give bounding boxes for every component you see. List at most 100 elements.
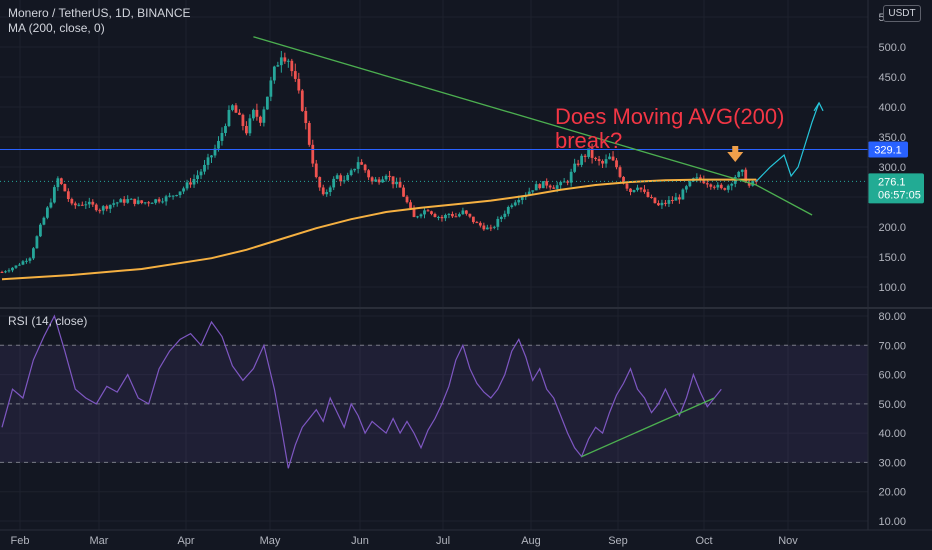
candle-body[interactable] (25, 260, 28, 262)
candle-body[interactable] (66, 191, 70, 200)
candle-body[interactable] (56, 178, 60, 188)
candle-body[interactable] (14, 265, 18, 268)
candle-body[interactable] (290, 60, 294, 72)
candle-body[interactable] (325, 192, 329, 195)
candle-body[interactable] (594, 157, 597, 160)
candle-body[interactable] (402, 187, 405, 197)
candle-body[interactable] (11, 267, 14, 271)
candle-body[interactable] (492, 226, 496, 228)
candle-body[interactable] (391, 176, 395, 185)
candle-body[interactable] (398, 181, 402, 188)
candle-body[interactable] (349, 170, 353, 176)
candle-body[interactable] (39, 224, 42, 237)
candle-body[interactable] (468, 213, 472, 217)
candle-body[interactable] (112, 203, 116, 205)
down-trendline[interactable] (253, 36, 813, 216)
candle-body[interactable] (608, 156, 611, 160)
candle-body[interactable] (297, 78, 301, 91)
candle-body[interactable] (688, 181, 692, 187)
candle-body[interactable] (311, 144, 315, 164)
candle-body[interactable] (437, 216, 440, 218)
candle-body[interactable] (461, 210, 465, 215)
candle-body[interactable] (217, 140, 220, 149)
candle-body[interactable] (335, 175, 339, 179)
candle-body[interactable] (346, 175, 350, 181)
candle-body[interactable] (318, 177, 322, 188)
candle-body[interactable] (367, 170, 371, 178)
candle-body[interactable] (416, 216, 419, 218)
candle-body[interactable] (552, 187, 556, 189)
candle-body[interactable] (527, 191, 531, 196)
candle-body[interactable] (84, 204, 88, 206)
candle-body[interactable] (723, 188, 727, 190)
candle-body[interactable] (478, 222, 482, 226)
candle-body[interactable] (604, 159, 608, 164)
candle-body[interactable] (80, 204, 84, 206)
candle-body[interactable] (63, 184, 67, 192)
candle-body[interactable] (629, 188, 632, 192)
currency-selector[interactable]: USDT (883, 5, 921, 22)
candle-body[interactable] (639, 187, 643, 190)
candle-body[interactable] (283, 57, 287, 62)
candle-body[interactable] (496, 218, 500, 227)
candle-body[interactable] (32, 248, 35, 259)
candle-body[interactable] (482, 225, 486, 230)
candle-body[interactable] (471, 216, 475, 223)
candle-body[interactable] (150, 202, 154, 204)
candle-body[interactable] (622, 176, 625, 184)
candle-body[interactable] (545, 181, 549, 186)
candle-body[interactable] (719, 184, 723, 189)
candle-body[interactable] (154, 199, 158, 203)
candle-body[interactable] (698, 177, 702, 180)
candle-body[interactable] (716, 184, 720, 188)
candle-body[interactable] (213, 148, 217, 156)
candle-body[interactable] (189, 182, 192, 185)
candle-body[interactable] (129, 198, 133, 200)
candle-body[interactable] (726, 185, 730, 190)
candle-body[interactable] (464, 210, 468, 214)
candle-body[interactable] (328, 187, 332, 193)
candle-body[interactable] (744, 169, 748, 183)
candle-body[interactable] (339, 175, 343, 182)
candle-body[interactable] (370, 177, 374, 182)
candle-body[interactable] (157, 199, 161, 202)
candle-body[interactable] (164, 196, 168, 202)
candle-body[interactable] (231, 105, 234, 110)
candle-body[interactable] (234, 105, 238, 113)
candle-body[interactable] (730, 183, 734, 186)
candle-body[interactable] (122, 199, 126, 203)
candle-body[interactable] (304, 110, 308, 124)
candle-body[interactable] (650, 196, 653, 198)
candle-body[interactable] (192, 179, 196, 185)
candle-body[interactable] (307, 123, 311, 145)
candle-body[interactable] (258, 116, 262, 123)
candle-body[interactable] (702, 179, 706, 184)
candle-body[interactable] (70, 199, 74, 204)
candle-body[interactable] (115, 202, 119, 204)
candle-body[interactable] (196, 175, 199, 180)
candle-body[interactable] (210, 155, 213, 158)
candle-body[interactable] (531, 190, 535, 192)
candle-body[interactable] (555, 185, 559, 189)
candle-body[interactable] (101, 206, 105, 211)
candle-body[interactable] (405, 196, 409, 203)
price-pane[interactable]: Does Moving AVG(200)break? (0, 36, 868, 281)
candle-body[interactable] (580, 155, 584, 165)
candle-body[interactable] (747, 182, 751, 186)
rsi-pane[interactable] (0, 314, 868, 469)
candle-body[interactable] (419, 214, 423, 217)
candle-body[interactable] (395, 181, 398, 185)
candle-body[interactable] (499, 216, 503, 219)
candle-body[interactable] (737, 171, 741, 177)
candle-body[interactable] (105, 206, 109, 209)
candle-body[interactable] (677, 197, 681, 200)
rsi-trendline[interactable] (581, 397, 715, 458)
candle-body[interactable] (447, 213, 451, 215)
candle-body[interactable] (272, 66, 276, 81)
candle-body[interactable] (562, 181, 566, 183)
candle-body[interactable] (7, 270, 11, 272)
rsi-line[interactable] (1, 314, 722, 469)
candle-body[interactable] (646, 191, 650, 197)
candle-body[interactable] (510, 205, 514, 207)
candle-body[interactable] (430, 211, 433, 214)
